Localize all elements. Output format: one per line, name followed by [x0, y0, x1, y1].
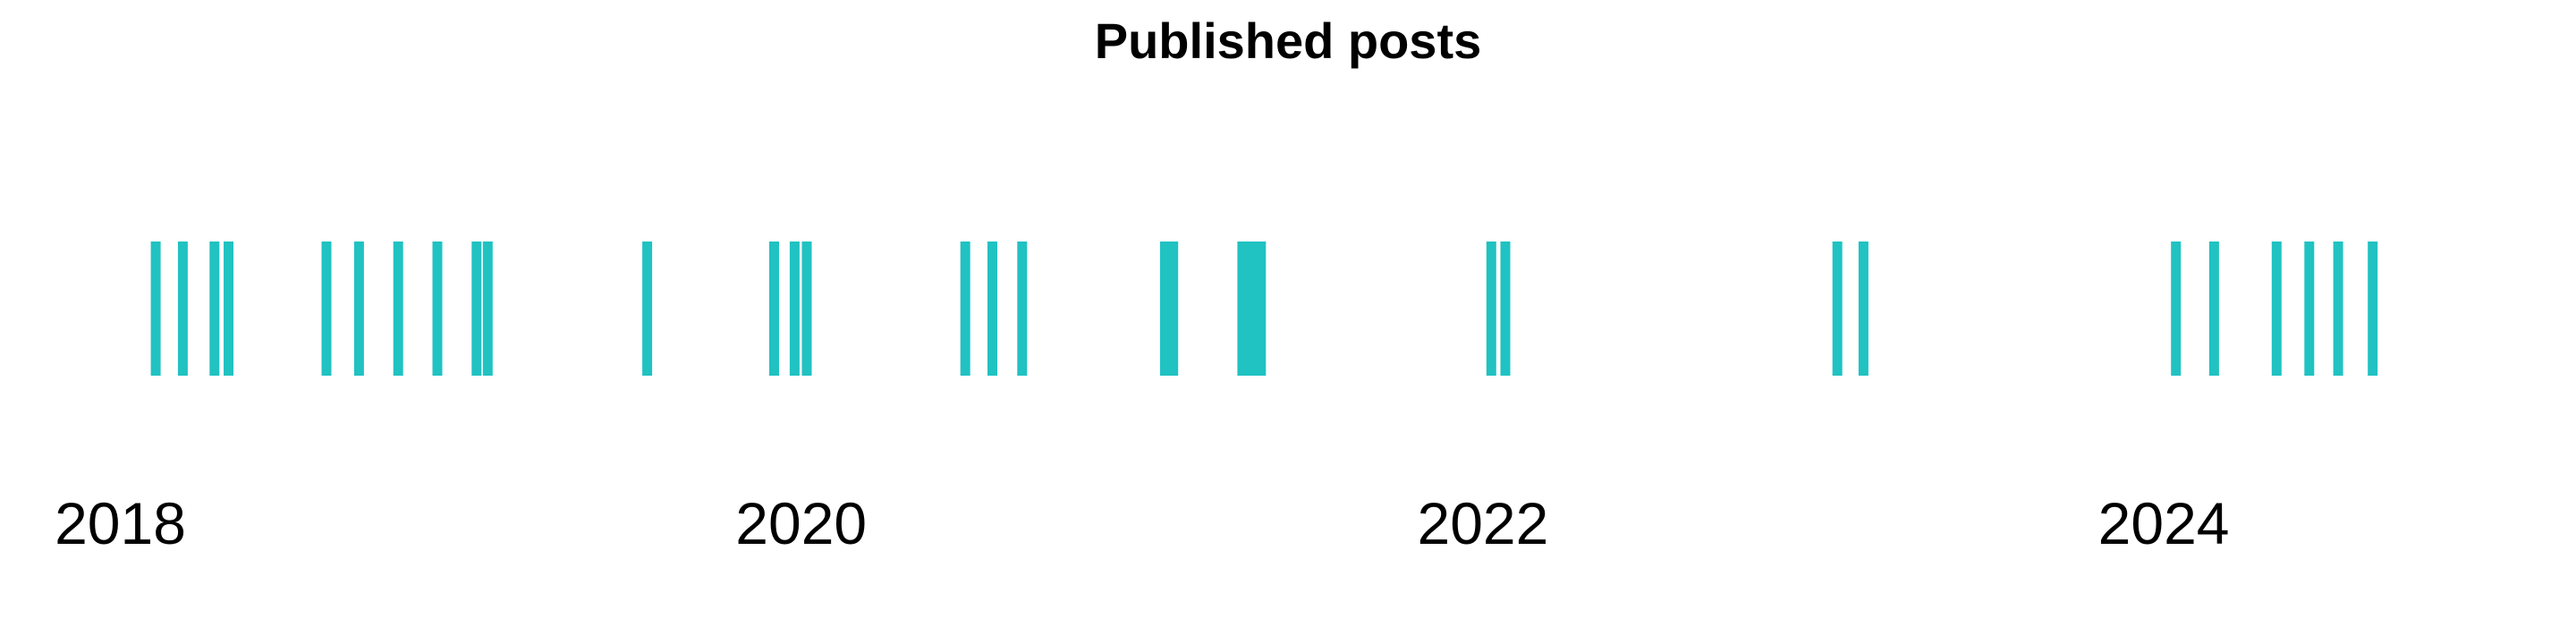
- event-mark: [177, 242, 188, 376]
- event-mark: [482, 242, 493, 376]
- event-mark: [1246, 242, 1257, 376]
- event-mark: [2208, 242, 2219, 376]
- event-mark: [960, 242, 970, 376]
- x-axis-tick-labels: 2018 2020 2022 2024: [55, 490, 2229, 556]
- event-mark: [1832, 242, 1843, 376]
- event-mark: [987, 242, 997, 376]
- event-mark: [642, 242, 653, 376]
- event-mark: [1500, 242, 1511, 376]
- event-mark: [789, 242, 800, 376]
- event-mark: [353, 242, 364, 376]
- event-mark: [471, 242, 482, 376]
- event-mark: [224, 242, 233, 376]
- event-mark: [1159, 242, 1170, 376]
- event-mark: [1237, 242, 1248, 376]
- x-tick-label: 2020: [735, 490, 867, 556]
- event-mark: [2368, 242, 2378, 376]
- event-mark: [2304, 242, 2315, 376]
- event-mark: [209, 242, 220, 376]
- event-mark: [1486, 242, 1496, 376]
- event-mark: [1858, 242, 1868, 376]
- event-mark: [150, 242, 161, 376]
- event-mark: [769, 242, 779, 376]
- x-tick-label: 2022: [1417, 490, 1548, 556]
- event-marks: [150, 242, 2378, 376]
- event-mark: [1017, 242, 1028, 376]
- event-mark: [321, 242, 332, 376]
- event-mark: [2333, 242, 2343, 376]
- event-mark: [1168, 242, 1179, 376]
- x-tick-label: 2024: [2098, 490, 2230, 556]
- event-mark: [393, 242, 403, 376]
- event-mark: [432, 242, 443, 376]
- chart-title: Published posts: [1095, 13, 1482, 69]
- event-mark: [2271, 242, 2282, 376]
- event-mark: [801, 242, 812, 376]
- event-mark: [1256, 242, 1267, 376]
- x-tick-label: 2018: [55, 490, 186, 556]
- event-mark: [2171, 242, 2182, 376]
